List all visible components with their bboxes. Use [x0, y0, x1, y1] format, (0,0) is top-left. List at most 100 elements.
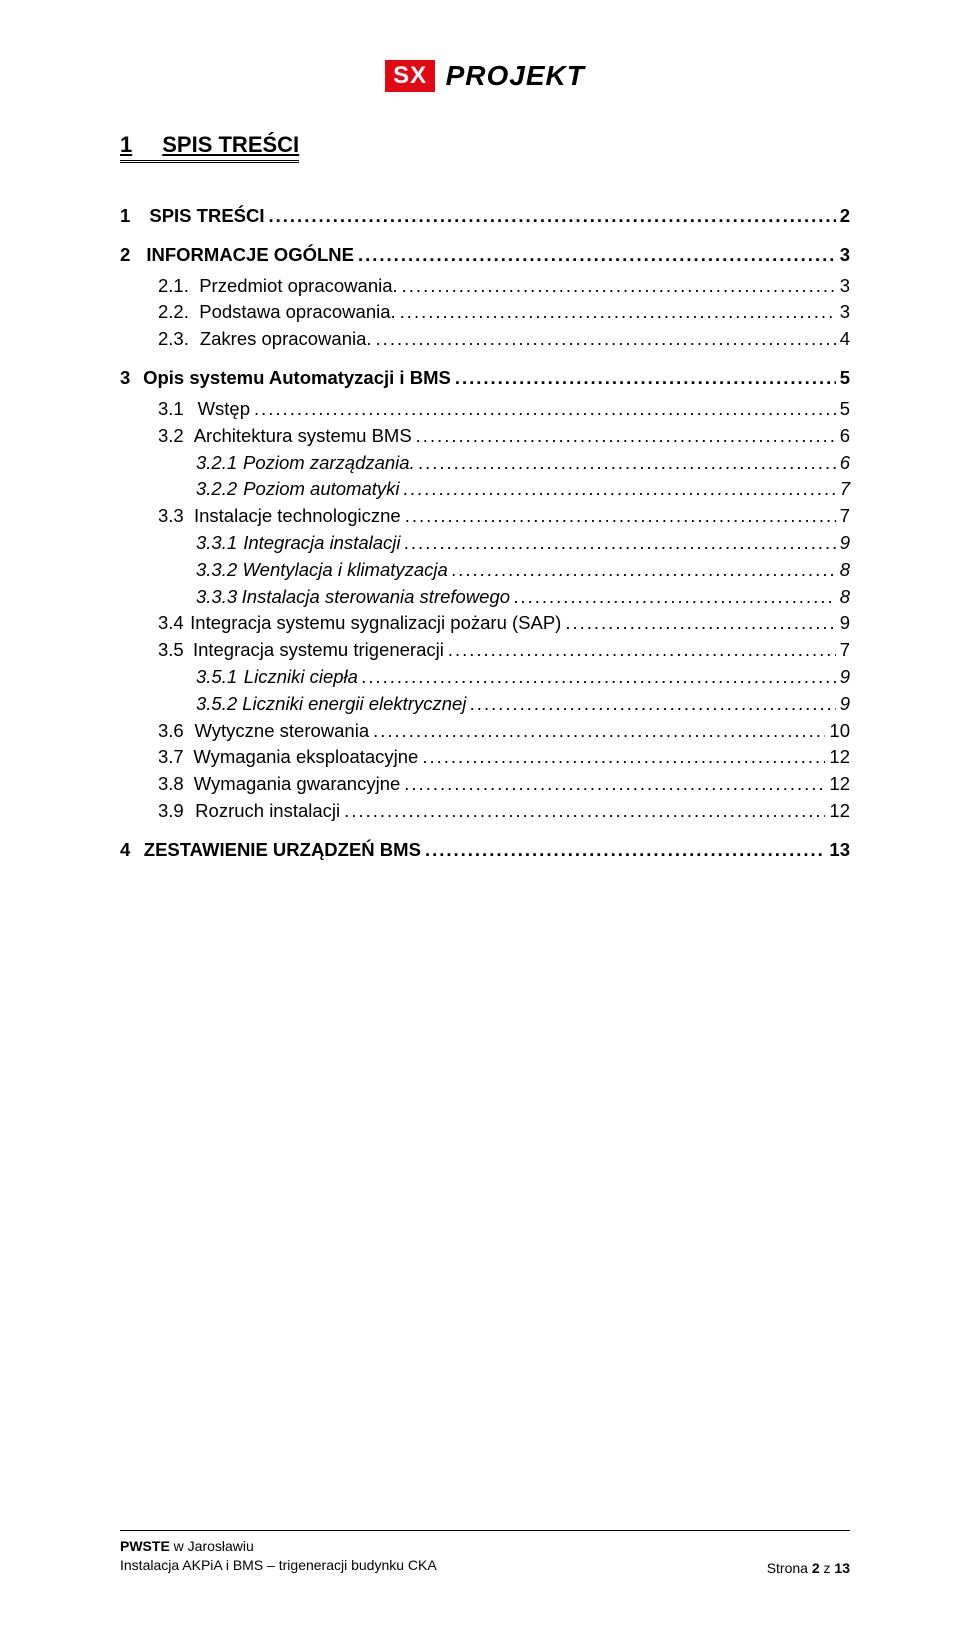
- toc-label: Wentylacja i klimatyzacja: [243, 557, 448, 584]
- toc-leader-dots: [373, 718, 825, 745]
- toc-label: Integracja instalacji: [243, 530, 400, 557]
- toc-leader-dots: [405, 503, 836, 530]
- toc-label: Wstęp: [198, 396, 250, 423]
- toc-entry: 3.2.1Poziom zarządzania. 6: [120, 450, 850, 477]
- toc-page: 7: [840, 476, 850, 503]
- toc-entry: 3.6Wytyczne sterowania10: [120, 718, 850, 745]
- toc-number: 1: [120, 203, 130, 230]
- toc-page: 6: [840, 423, 850, 450]
- toc-entry: 3.3.2Wentylacja i klimatyzacja 8: [120, 557, 850, 584]
- footer-page-total: 13: [834, 1560, 850, 1576]
- toc-number: 3.3.2: [196, 557, 237, 584]
- toc-number: 3.2.1: [196, 450, 237, 477]
- toc-page: 3: [840, 242, 850, 269]
- toc-label: Liczniki ciepła: [244, 664, 358, 691]
- toc-page: 5: [840, 365, 850, 392]
- toc-entry: 3.5.1 Liczniki ciepła 9: [120, 664, 850, 691]
- toc-entry: 3.3.3Instalacja sterowania strefowego 8: [120, 584, 850, 611]
- toc-label: INFORMACJE OGÓLNE: [146, 242, 354, 269]
- toc-label: Podstawa opracowania.: [199, 299, 395, 326]
- toc-page: 12: [829, 744, 850, 771]
- toc-page: 10: [829, 718, 850, 745]
- toc-page: 3: [840, 273, 850, 300]
- toc-page: 6: [840, 450, 850, 477]
- toc-leader-dots: [404, 771, 825, 798]
- toc-number: 2.3.: [158, 326, 189, 353]
- toc-entry: 3 Opis systemu Automatyzacji i BMS 5: [120, 365, 850, 392]
- toc-entry: 3.2 Architektura systemu BMS 6: [120, 423, 850, 450]
- toc-number: 3.5.1: [196, 664, 237, 691]
- toc-number: 4: [120, 837, 130, 864]
- toc-leader-dots: [455, 365, 836, 392]
- toc-page: 9: [840, 664, 850, 691]
- toc-label: Poziom zarządzania.: [243, 450, 415, 477]
- footer-org-rest: w Jarosławiu: [170, 1538, 254, 1554]
- toc-page: 9: [840, 691, 850, 718]
- toc-label: Architektura systemu BMS: [194, 423, 412, 450]
- toc-number: 3.5.2: [196, 691, 237, 718]
- footer-left: PWSTE w Jarosławiu Instalacja AKPiA i BM…: [120, 1537, 437, 1576]
- toc-leader-dots: [514, 584, 836, 611]
- toc-entry: 3.4Integracja systemu sygnalizacji pożar…: [120, 610, 850, 637]
- footer-page-prefix: Strona: [767, 1560, 812, 1576]
- toc-label: Instalacje technologiczne: [194, 503, 401, 530]
- toc-leader-dots: [425, 837, 825, 864]
- toc-leader-dots: [376, 326, 836, 353]
- toc-entry: 3.5Integracja systemu trigeneracji7: [120, 637, 850, 664]
- toc-entry: 4 ZESTAWIENIE URZĄDZEŃ BMS 13: [120, 837, 850, 864]
- toc-number: 3.7: [158, 744, 184, 771]
- toc-page: 9: [840, 530, 850, 557]
- toc-label: SPIS TREŚCI: [149, 203, 264, 230]
- toc-page: 3: [840, 299, 850, 326]
- toc-number: 2.1.: [158, 273, 189, 300]
- page-footer: PWSTE w Jarosławiu Instalacja AKPiA i BM…: [120, 1530, 850, 1576]
- toc-label: Opis systemu Automatyzacji i BMS: [143, 365, 451, 392]
- toc-page: 7: [840, 637, 850, 664]
- toc-entry: 3.7Wymagania eksploatacyjne12: [120, 744, 850, 771]
- toc-label: Zakres opracowania.: [200, 326, 372, 353]
- toc-leader-dots: [470, 691, 835, 718]
- toc-leader-dots: [269, 203, 836, 230]
- toc-label: Integracja systemu sygnalizacji pożaru (…: [190, 610, 561, 637]
- header-logo: SX PROJEKT: [120, 60, 850, 92]
- toc-number: 3.3.3: [196, 584, 237, 611]
- toc-entry: 2INFORMACJE OGÓLNE3: [120, 242, 850, 269]
- toc-leader-dots: [448, 637, 836, 664]
- toc-label: Poziom automatyki: [243, 476, 399, 503]
- toc-label: Wymagania gwarancyjne: [194, 771, 401, 798]
- page-content: SX PROJEKT 1SPIS TREŚCI 1SPIS TREŚCI22IN…: [0, 0, 960, 914]
- footer-line1: PWSTE w Jarosławiu: [120, 1537, 437, 1557]
- toc-number: 3.6: [158, 718, 184, 745]
- toc-number: 3: [120, 365, 130, 392]
- toc-number: 3.8: [158, 771, 184, 798]
- toc-label: Integracja systemu trigeneracji: [193, 637, 444, 664]
- toc-leader-dots: [416, 423, 836, 450]
- toc-leader-dots: [404, 476, 836, 503]
- toc-leader-dots: [362, 664, 836, 691]
- toc-leader-dots: [400, 299, 836, 326]
- toc-leader-dots: [452, 557, 836, 584]
- toc-page: 5: [840, 396, 850, 423]
- toc-number: 3.3: [158, 503, 184, 530]
- toc-number: 3.2: [158, 423, 184, 450]
- toc-page: 8: [840, 584, 850, 611]
- table-of-contents: 1SPIS TREŚCI22INFORMACJE OGÓLNE32.1.Prze…: [120, 191, 850, 864]
- toc-label: Instalacja sterowania strefowego: [242, 584, 510, 611]
- toc-entry: 3.8Wymagania gwarancyjne12: [120, 771, 850, 798]
- toc-entry: 3.1Wstęp5: [120, 396, 850, 423]
- toc-leader-dots: [422, 744, 825, 771]
- footer-org-bold: PWSTE: [120, 1538, 170, 1554]
- toc-label: Rozruch instalacji: [195, 798, 340, 825]
- toc-entry: 2.1.Przedmiot opracowania.3: [120, 273, 850, 300]
- toc-page: 8: [840, 557, 850, 584]
- page-title: 1SPIS TREŚCI: [120, 132, 299, 163]
- toc-entry: 2.2.Podstawa opracowania.3: [120, 299, 850, 326]
- toc-page: 9: [840, 610, 850, 637]
- toc-page: 13: [829, 837, 850, 864]
- footer-page-suffix: z: [820, 1560, 835, 1576]
- toc-number: 3.3.1: [196, 530, 237, 557]
- toc-page: 7: [840, 503, 850, 530]
- logo-badge: SX: [385, 60, 435, 92]
- toc-leader-dots: [565, 610, 835, 637]
- toc-label: ZESTAWIENIE URZĄDZEŃ BMS: [144, 837, 421, 864]
